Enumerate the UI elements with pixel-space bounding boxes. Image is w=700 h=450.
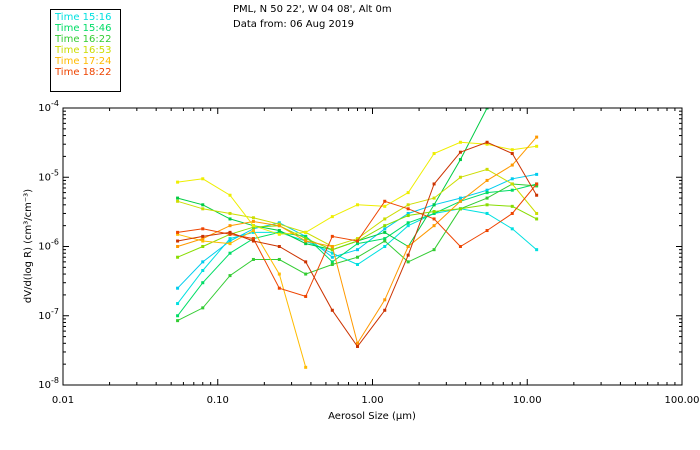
data-point [176,286,180,290]
y-tick-label: 10-7 [38,307,59,322]
y-tick-label: 10-4 [38,99,59,114]
series-3 [176,16,538,252]
legend-entry: Time 15:46 [55,23,112,34]
date-header: Data from: 06 Aug 2019 [233,19,354,30]
legend-entry: Time 16:22 [55,34,112,45]
data-point [176,199,180,203]
y-tick-label: 10-6 [38,238,59,253]
series-7 [176,140,539,236]
data-point [535,217,539,221]
series-11 [176,140,539,348]
data-point [176,255,180,259]
x-tick-label: 0.10 [207,395,229,406]
data-point [535,184,539,188]
data-point [535,172,539,176]
legend-entry: Time 17:24 [55,56,112,67]
series-line [177,136,537,345]
data-point [535,16,538,19]
series-4 [176,182,539,323]
series-line [177,183,537,317]
data-point [535,135,539,139]
location-header: PML, N 50 22', W 04 08', Alt 0m [233,4,392,15]
x-tick-label: 0.01 [52,395,74,406]
series-9 [176,135,539,345]
y-tick-label: 10-5 [38,168,59,183]
series-line [177,173,537,289]
series-line [177,141,537,235]
data-point [176,239,180,243]
series-2 [176,182,539,318]
data-point [304,365,308,369]
plot-frame [62,107,683,386]
x-axis-label: Aerosol Size (μm) [328,411,416,422]
y-axis-label: dV/d(log R) (cm³/cm⁻³) [23,189,34,303]
data-point [535,248,539,252]
x-tick-label: 10.00 [513,395,542,406]
data-point [535,193,539,197]
data-point [176,245,180,248]
x-tick-label: 1.00 [361,395,383,406]
series-6 [176,167,539,248]
x-tick-label: 100.00 [665,395,700,406]
series-line [177,141,538,348]
legend-entry: Time 15:16 [55,12,112,23]
legend-entry: Time 18:22 [55,67,112,78]
data-point [176,230,180,234]
series-line [177,168,537,248]
data-point [176,232,180,236]
data-point [176,319,180,323]
data-point [176,196,180,200]
legend: Time 15:16 Time 15:46 Time 16:22 Time 16:53… [50,9,121,92]
data-point [511,53,514,56]
data-point [176,180,180,184]
series-line [177,183,537,322]
data-point [535,182,539,186]
legend-entry: Time 16:53 [55,45,112,56]
data-point [535,144,539,148]
y-tick-label: 10-8 [38,376,59,391]
